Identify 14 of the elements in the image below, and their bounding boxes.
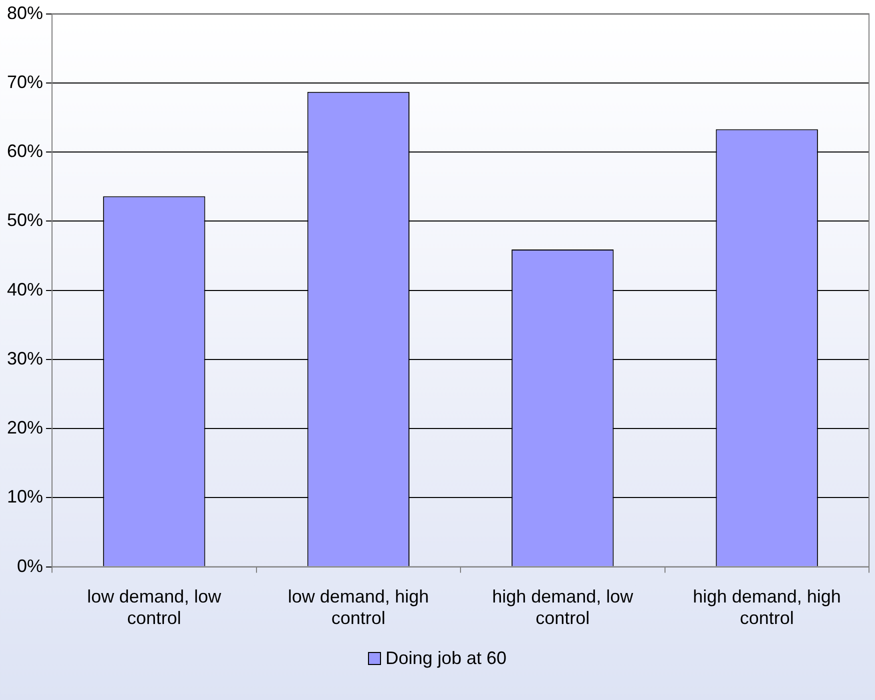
text: Doing job at 60 xyxy=(385,648,507,669)
x-tick-label: high demand, low control xyxy=(492,586,634,628)
x-tick-label: low demand, low control xyxy=(87,586,222,628)
y-tick-label: 10% xyxy=(6,486,44,507)
y-tick-label: 60% xyxy=(6,141,44,162)
y-tick-label: 20% xyxy=(6,418,44,438)
y-tick-label: 80% xyxy=(6,2,44,23)
y-tick-label: 70% xyxy=(6,72,44,92)
y-tick-label: 30% xyxy=(6,348,44,368)
y-tick-label: 0% xyxy=(17,556,44,576)
y-tick-label: 40% xyxy=(6,279,44,300)
y-tick-label: 50% xyxy=(6,210,44,230)
x-tick-label: low demand, high control xyxy=(288,586,429,628)
x-tick-label: high demand, high control xyxy=(692,586,841,628)
